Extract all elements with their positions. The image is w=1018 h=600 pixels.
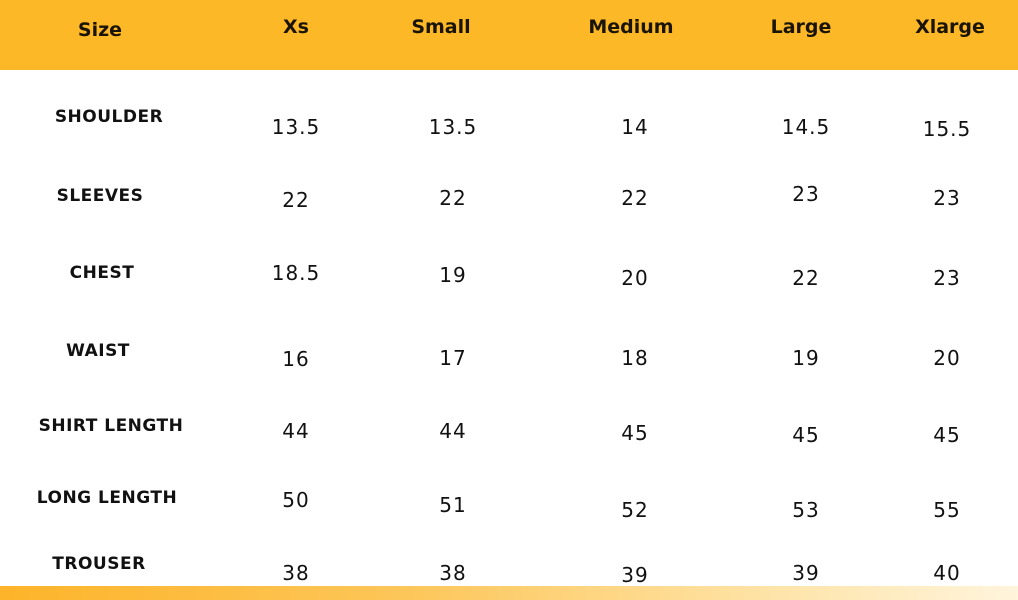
- cell-value: 38: [439, 561, 467, 585]
- cell-value: 18: [621, 346, 649, 370]
- cell-value: 45: [933, 423, 961, 447]
- cell-value: 22: [282, 188, 310, 212]
- table-row: TROUSER 38 38 39 39 40: [0, 554, 1018, 587]
- row-label: SLEEVES: [56, 186, 144, 206]
- header-size: Size: [77, 19, 123, 41]
- row-label: CHEST: [69, 263, 135, 283]
- cell-value: 23: [792, 182, 820, 206]
- cell-value: 18.5: [271, 261, 321, 285]
- cell-value: 51: [439, 493, 467, 517]
- cell-value: 22: [439, 186, 467, 210]
- cell-value: 23: [933, 186, 961, 210]
- cell-value: 55: [933, 498, 961, 522]
- cell-value: 20: [621, 266, 649, 290]
- header-xlarge: Xlarge: [915, 16, 985, 38]
- row-label: LONG LENGTH: [36, 488, 178, 508]
- cell-value: 13.5: [428, 115, 478, 139]
- table-row: SHIRT LENGTH 44 44 45 45 45: [0, 416, 1018, 447]
- cell-value: 44: [282, 419, 310, 443]
- cell-value: 15.5: [922, 117, 972, 141]
- cell-value: 19: [792, 346, 820, 370]
- cell-value: 14: [621, 115, 649, 139]
- cell-value: 17: [439, 346, 467, 370]
- cell-value: 22: [621, 186, 649, 210]
- cell-value: 19: [439, 263, 467, 287]
- cell-value: 53: [792, 498, 820, 522]
- cell-value: 39: [792, 561, 820, 585]
- cell-value: 50: [282, 488, 310, 512]
- header-small: Small: [411, 16, 471, 38]
- footer-bar: [0, 586, 1018, 600]
- header-medium: Medium: [588, 16, 674, 38]
- cell-value: 20: [933, 346, 961, 370]
- cell-value: 45: [792, 423, 820, 447]
- table-row: LONG LENGTH 50 51 52 53 55: [0, 488, 1018, 522]
- cell-value: 23: [933, 266, 961, 290]
- cell-value: 14.5: [781, 115, 831, 139]
- table-row: WAIST 16 17 18 19 20: [0, 341, 1018, 371]
- cell-value: 45: [621, 421, 649, 445]
- size-chart-header: Size Xs Small Medium Large Xlarge: [0, 0, 1018, 70]
- cell-value: 16: [282, 347, 310, 371]
- cell-value: 40: [933, 561, 961, 585]
- cell-value: 22: [792, 266, 820, 290]
- header-large: Large: [770, 16, 832, 38]
- row-label: SHOULDER: [54, 107, 164, 127]
- table-row: SHOULDER 13.5 13.5 14 14.5 15.5: [0, 107, 1018, 141]
- cell-value: 44: [439, 419, 467, 443]
- row-label: SHIRT LENGTH: [38, 416, 184, 436]
- cell-value: 39: [621, 563, 649, 587]
- header-xs: Xs: [283, 16, 309, 38]
- cell-value: 13.5: [271, 115, 321, 139]
- cell-value: 38: [282, 561, 310, 585]
- cell-value: 52: [621, 498, 649, 522]
- table-row: CHEST 18.5 19 20 22 23: [0, 261, 1018, 293]
- row-label: WAIST: [66, 341, 130, 361]
- row-label: TROUSER: [52, 554, 146, 574]
- table-row: SLEEVES 22 22 22 23 23: [0, 182, 1018, 216]
